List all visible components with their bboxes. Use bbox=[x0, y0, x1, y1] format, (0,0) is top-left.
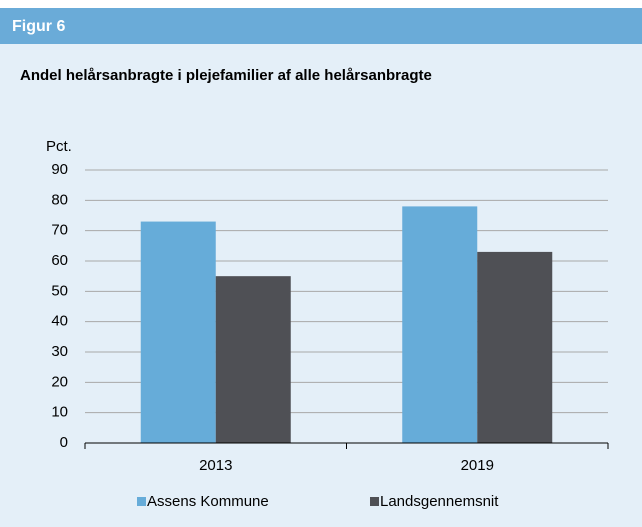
bar bbox=[402, 206, 478, 443]
y-tick-label: 20 bbox=[51, 373, 68, 390]
y-tick-label: 40 bbox=[51, 313, 68, 330]
y-tick-label: 70 bbox=[51, 222, 68, 239]
y-tick-label: 30 bbox=[51, 343, 68, 360]
y-tick-label: 0 bbox=[60, 434, 68, 451]
legend-swatch bbox=[137, 497, 146, 506]
legend-label: Assens Kommune bbox=[147, 493, 269, 510]
chart-title: Andel helårsanbragte i plejefamilier af … bbox=[20, 67, 432, 84]
x-tick-label: 2019 bbox=[461, 457, 494, 474]
x-tick-label: 2013 bbox=[199, 457, 232, 474]
y-tick-label: 80 bbox=[51, 191, 68, 208]
y-tick-label: 90 bbox=[51, 161, 68, 178]
header: Figur 6 bbox=[12, 18, 65, 35]
y-tick-label: 10 bbox=[51, 404, 68, 421]
y-tick-label: 50 bbox=[51, 282, 68, 299]
bar bbox=[140, 221, 216, 443]
bar bbox=[215, 276, 291, 443]
y-tick-label: 60 bbox=[51, 252, 68, 269]
legend-swatch bbox=[370, 497, 379, 506]
header-bar bbox=[0, 8, 642, 44]
bar bbox=[477, 251, 553, 443]
y-axis-label: Pct. bbox=[46, 138, 72, 155]
legend-label: Landsgennemsnit bbox=[380, 493, 499, 510]
